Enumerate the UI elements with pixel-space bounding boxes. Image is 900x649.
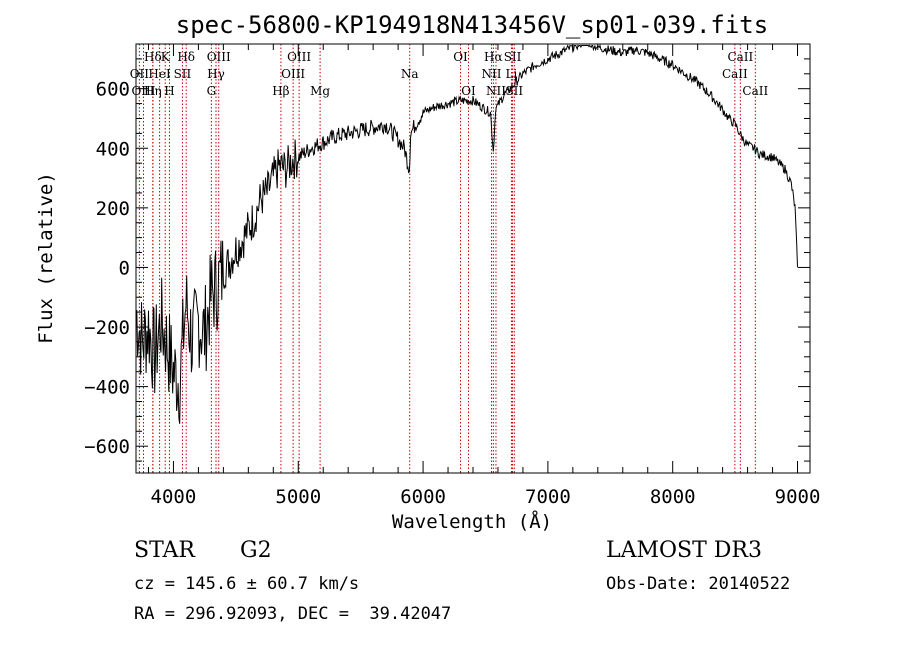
x-tick-label: 5000: [275, 486, 321, 508]
spectral-line-label: CaII: [722, 67, 748, 81]
y-axis-label: Flux (relative): [35, 172, 57, 344]
spectral-line-label: K: [161, 50, 171, 64]
x-axis-ticks: 4000 5000 6000 7000 8000 9000: [147, 44, 821, 508]
plot-frame: [135, 43, 811, 474]
spectral-line-label: CaII: [727, 50, 753, 64]
y-tick-label: −200: [84, 317, 130, 339]
flux-line: [135, 43, 798, 424]
spectrum-series: [135, 43, 798, 424]
spectral-line-label: Hη: [144, 84, 162, 98]
spectral-line-label: OIII: [281, 67, 305, 81]
spectral-line-label: Mg: [310, 84, 330, 98]
spectral-line-label: Li: [506, 67, 518, 81]
object-subclass: G2: [240, 538, 272, 563]
spectral-line-label: OIII: [207, 50, 231, 64]
x-tick-label: 4000: [151, 486, 197, 508]
x-tick-label: 8000: [650, 486, 696, 508]
spectral-line-label: OIII: [287, 50, 311, 64]
y-tick-label: −400: [84, 377, 130, 399]
y-tick-label: 400: [96, 138, 130, 160]
x-axis-label: Wavelength (Å): [392, 510, 552, 533]
survey-name: LAMOST DR3: [606, 538, 762, 563]
spectral-line-label: NII: [481, 67, 501, 81]
spectral-line-label: Hδ: [144, 50, 162, 64]
x-tick-label: 6000: [400, 486, 446, 508]
y-tick-label: −600: [84, 436, 130, 458]
spectral-line-label: CaII: [742, 84, 768, 98]
spectral-line-label: H: [164, 84, 174, 98]
spectral-line-label: OI: [461, 84, 476, 98]
spectral-line-label: Hδ: [177, 50, 195, 64]
object-class: STAR: [134, 538, 195, 563]
y-tick-label: 200: [96, 198, 130, 220]
x-tick-label: 7000: [525, 486, 571, 508]
spectral-line-label: G: [207, 84, 217, 98]
observation-date: Obs-Date: 20140522: [606, 574, 791, 594]
spectral-line-label: Hγ: [207, 67, 225, 81]
spectral-line-label: SII: [504, 50, 522, 64]
spectral-line-label: HeI: [148, 67, 171, 81]
chart-title: spec-56800-KP194918N413456V_sp01-039.fit…: [176, 11, 768, 39]
spectral-line-label: Na: [401, 67, 419, 81]
redshift-velocity: cz = 145.6 ± 60.7 km/s: [134, 574, 360, 594]
spectral-line-label: NII: [486, 84, 506, 98]
spectral-line-label: OIII: [131, 84, 155, 98]
y-axis-ticks: −600 −400 −200 0 200 400 600: [84, 58, 810, 462]
spectral-line-label: OI: [453, 50, 468, 64]
y-tick-label: 0: [119, 257, 130, 279]
y-tick-label: 600: [96, 79, 130, 101]
coordinates: RA = 296.92093, DEC = 39.42047: [134, 604, 452, 624]
spectral-line-label: SII: [174, 67, 192, 81]
x-tick-label: 9000: [775, 486, 821, 508]
spectral-line-label: Hβ: [272, 84, 289, 98]
spectral-line-label: Hα: [484, 50, 503, 64]
